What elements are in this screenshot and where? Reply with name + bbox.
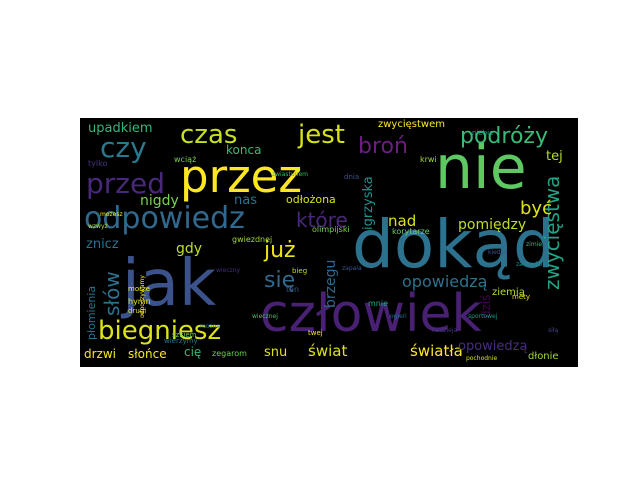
word-wzwyz: wzwyż bbox=[88, 223, 108, 230]
word-slow: słów bbox=[100, 271, 124, 316]
word-znicz: znicz bbox=[86, 237, 119, 252]
word-swiat: świat bbox=[308, 342, 348, 360]
word-tej: tej bbox=[546, 149, 563, 164]
word-drugi: drugi bbox=[128, 307, 147, 315]
word-cie: cię bbox=[184, 345, 202, 359]
word-odpoczywamy: odpoczywamy bbox=[139, 275, 146, 318]
word-korytarze: korytarze bbox=[392, 227, 430, 236]
word-zwyciestwa: zwycięstwa bbox=[540, 175, 564, 290]
word-mozesz: mozesz bbox=[100, 211, 123, 218]
word-byc: być bbox=[520, 198, 552, 219]
word-dnia: dnia bbox=[344, 173, 360, 181]
word-zegarom: zegarom bbox=[212, 349, 247, 358]
word-wieczny: wieczny bbox=[216, 267, 241, 274]
word-ten: ten bbox=[286, 285, 300, 294]
word-ziemia: ziemią bbox=[492, 287, 525, 298]
word-odpowiedz: odpowiedz bbox=[84, 201, 245, 236]
word-wierzymy: wierzymy bbox=[164, 337, 198, 345]
word-zimie: zimie bbox=[526, 241, 543, 248]
word-jest: jest bbox=[298, 120, 345, 150]
word-drzwi: drzwi bbox=[84, 347, 116, 361]
word-dokad: dokąd bbox=[352, 206, 555, 283]
word-plomienia: płomienia bbox=[85, 285, 98, 340]
word-pomiedzy: pomiędzy bbox=[458, 217, 527, 233]
word-morze: morze bbox=[128, 285, 150, 293]
word-konca: konca bbox=[226, 143, 262, 157]
word-sila: siłą bbox=[548, 327, 559, 334]
word-opowiedza-2: opowiedzą bbox=[458, 339, 528, 354]
word-juz: już bbox=[264, 238, 296, 263]
word-cloud: nie dokąd jak człowiek przez odpowiedz c… bbox=[80, 118, 578, 367]
word-kiedys: kiedyś bbox=[488, 249, 508, 256]
word-gwiezdnej: gwiezdnej bbox=[232, 235, 273, 244]
word-brzegu: brzegu bbox=[323, 259, 339, 308]
word-zwiastunem: zwiastunem bbox=[272, 171, 309, 178]
word-twej: twej bbox=[308, 329, 323, 337]
word-sportowej: sportowej bbox=[468, 313, 498, 320]
word-gdy: gdy bbox=[176, 241, 203, 257]
word-jak: jak bbox=[122, 247, 217, 321]
word-nadzieja: nadzieja bbox=[432, 327, 458, 334]
word-czlowiek: człowiek bbox=[260, 284, 482, 344]
word-olimpijski: olimpijski bbox=[312, 225, 350, 234]
word-sie: się bbox=[264, 268, 296, 293]
word-przez: przez bbox=[180, 150, 302, 203]
word-czas: czas bbox=[180, 120, 238, 150]
word-mozna: mozna bbox=[200, 323, 221, 330]
word-krwi: krwi bbox=[420, 155, 437, 164]
word-nigdy: nigdy bbox=[140, 193, 179, 209]
word-wciaz: wciąż bbox=[174, 155, 197, 164]
word-czy: czy bbox=[100, 131, 147, 164]
word-dlonie: dłonie bbox=[528, 351, 559, 362]
word-nas: nas bbox=[234, 193, 257, 208]
word-przed: przed bbox=[86, 167, 165, 200]
word-mnie: mnie bbox=[368, 299, 389, 308]
word-tylko: tylko bbox=[88, 159, 108, 168]
word-szkiem: szkiem bbox=[172, 331, 197, 339]
word-pochodnie: pochodnie bbox=[466, 355, 498, 362]
word-zapala: zapala bbox=[342, 265, 362, 272]
word-swiatla: światła bbox=[410, 342, 463, 360]
word-hymn: hymn bbox=[128, 297, 151, 306]
word-wiecznej: wiecznej bbox=[252, 313, 278, 320]
word-zachodzi: zachodzi bbox=[516, 261, 543, 268]
word-upadkiem: upadkiem bbox=[88, 121, 153, 136]
word-ogien: ogień bbox=[390, 313, 407, 320]
word-snu: snu bbox=[264, 345, 288, 360]
word-slonce: słońce bbox=[128, 347, 167, 361]
word-biegniesz: biegniesz bbox=[98, 316, 222, 346]
word-niebie: niebie bbox=[472, 129, 494, 137]
word-podrozy: podróży bbox=[460, 124, 548, 149]
word-bron: broń bbox=[358, 134, 408, 159]
word-igrzyska: igrzyska bbox=[361, 176, 376, 230]
word-zwyciestwem: zwycięstwem bbox=[378, 119, 445, 130]
word-nad: nad bbox=[388, 212, 417, 230]
word-ktore: które bbox=[296, 208, 348, 232]
word-opowiedza: opowiedzą bbox=[402, 272, 488, 291]
word-odlozona: odłożona bbox=[286, 193, 336, 206]
word-mety: mety bbox=[512, 293, 531, 301]
word-bieg: bieg bbox=[292, 267, 308, 275]
word-nie: nie bbox=[435, 133, 527, 203]
